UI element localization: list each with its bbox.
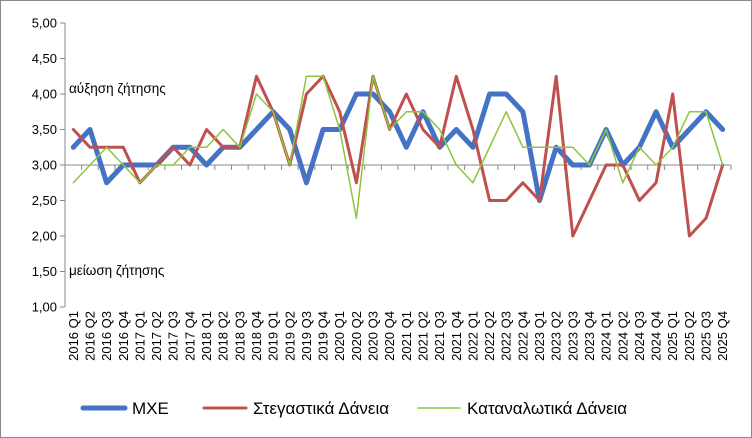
legend-label-1: ΜΧΕ [132,399,169,418]
legend-label-2: Στεγαστικά Δάνεια [253,399,389,418]
x-tick-label: 2019 Q4 [316,311,331,361]
y-tick-label: 1,00 [32,300,57,315]
x-tick-label: 2020 Q4 [382,311,397,361]
x-tick-label: 2018 Q3 [232,311,247,361]
x-tick-label: 2017 Q4 [182,311,197,361]
x-tick-label: 2020 Q2 [349,311,364,361]
x-tick-label: 2024 Q3 [632,311,647,361]
x-tick-label: 2019 Q1 [266,311,281,361]
y-axis-ticks: 1,00 1,50 2,00 2,50 3,00 3,50 4,00 4,50 5,00 [32,16,65,315]
x-tick-label: 2020 Q1 [332,311,347,361]
x-tick-label: 2024 Q1 [599,311,614,361]
x-axis-ticks: 2016 Q1 2016 Q2 2016 Q3 2016 Q4 2017 Q1 2017 … [64,165,732,361]
x-tick-label: 2017 Q2 [149,311,164,361]
y-tick-label: 5,00 [32,16,57,31]
x-tick-label: 2021 Q3 [432,311,447,361]
x-tick-label: 2018 Q4 [249,311,264,361]
x-tick-label: 2025 Q2 [682,311,697,361]
x-tick-label: 2016 Q1 [66,311,81,361]
y-tick-label: 4,00 [32,87,57,102]
x-tick-label: 2021 Q4 [449,311,464,361]
x-tick-label: 2018 Q2 [216,311,231,361]
x-tick-label: 2016 Q4 [116,311,131,361]
x-tick-label: 2017 Q1 [132,311,147,361]
y-tick-label: 1,50 [32,264,57,279]
y-tick-label: 2,00 [32,229,57,244]
y-tick-label: 2,50 [32,193,57,208]
series-line-3 [72,75,724,219]
x-tick-label: 2019 Q2 [282,311,297,361]
series-lines [70,74,726,238]
x-tick-label: 2023 Q1 [532,311,547,361]
x-tick-label: 2025 Q1 [665,311,680,361]
legend-label-3: Καταναλωτικά Δάνεια [467,399,627,418]
x-tick-label: 2025 Q4 [715,311,730,361]
x-tick-label: 2021 Q1 [399,311,414,361]
annotation-lower: μείωση ζήτησης [69,263,165,278]
x-tick-label: 2016 Q2 [82,311,97,361]
x-tick-label: 2016 Q3 [99,311,114,361]
x-tick-label: 2024 Q4 [649,311,664,361]
x-tick-label: 2020 Q3 [366,311,381,361]
annotation-upper: αύξηση ζήτησης [69,81,166,96]
x-tick-label: 2022 Q4 [515,311,530,361]
x-tick-label: 2022 Q2 [482,311,497,361]
x-tick-label: 2017 Q3 [166,311,181,361]
y-tick-label: 3,00 [32,158,57,173]
x-tick-label: 2019 Q3 [299,311,314,361]
x-tick-label: 2023 Q2 [549,311,564,361]
x-tick-label: 2023 Q4 [582,311,597,361]
y-tick-label: 3,50 [32,122,57,137]
y-tick-label: 4,50 [32,51,57,66]
x-tick-label: 2025 Q3 [699,311,714,361]
legend: ΜΧΕ Στεγαστικά Δάνεια Καταναλωτικά Δάνεια [80,399,627,418]
x-tick-label: 2024 Q2 [615,311,630,361]
series-line-2 [71,74,725,238]
x-tick-label: 2018 Q1 [199,311,214,361]
x-tick-label: 2022 Q3 [499,311,514,361]
x-tick-label: 2021 Q2 [415,311,430,361]
series-line-1 [70,91,726,203]
x-tick-label: 2022 Q1 [465,311,480,361]
x-tick-label: 2023 Q3 [565,311,580,361]
